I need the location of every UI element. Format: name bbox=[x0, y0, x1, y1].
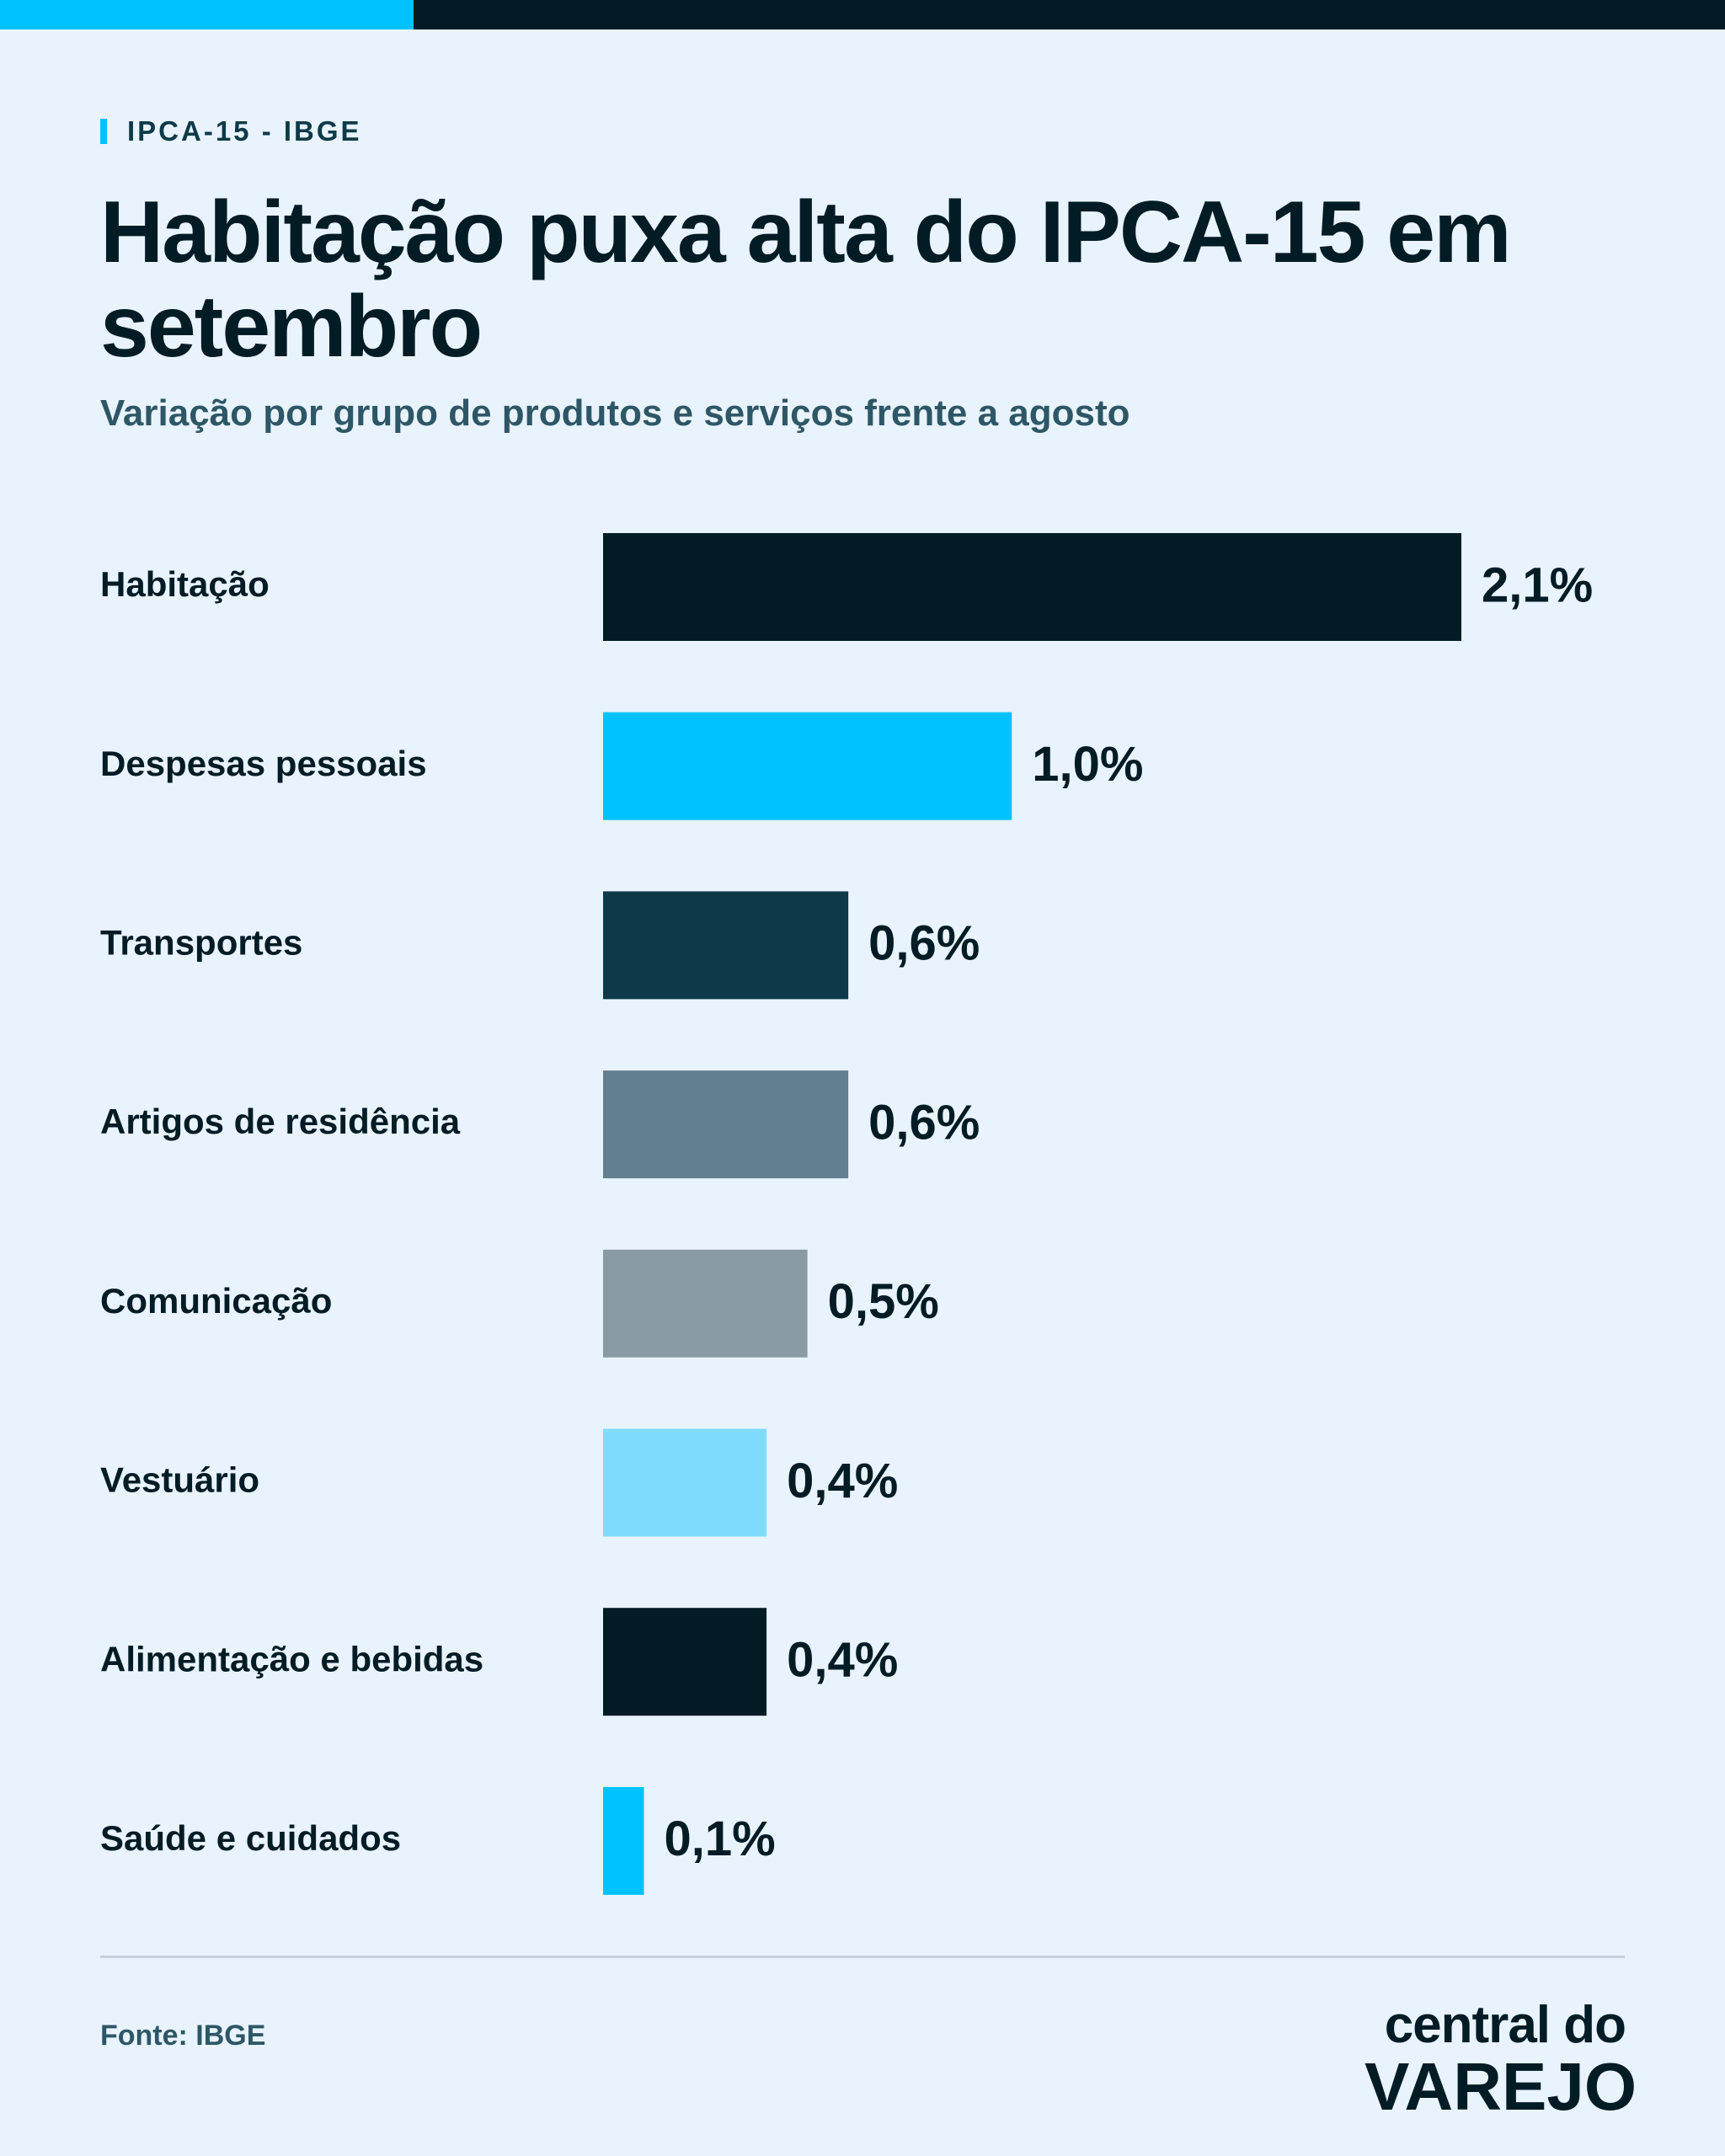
value-label: 0,6% bbox=[868, 1095, 980, 1150]
footer-divider bbox=[100, 1956, 1625, 1958]
logo-line-1: central do bbox=[1384, 1996, 1626, 2054]
bar bbox=[603, 1249, 808, 1358]
value-label: 0,6% bbox=[868, 916, 980, 971]
category-label: Vestuário bbox=[100, 1460, 259, 1500]
value-label: 0,4% bbox=[787, 1633, 898, 1688]
bar bbox=[603, 1070, 849, 1179]
category-label: Saúde e cuidados bbox=[100, 1818, 401, 1858]
kicker-text: IPCA-15 - IBGE bbox=[127, 115, 362, 147]
source-note: Fonte: IBGE bbox=[100, 2020, 266, 2052]
kicker-marker bbox=[100, 118, 107, 144]
bar-chart: Habitação 2,1% Despesas pessoais 1,0% Transp… bbox=[100, 533, 1593, 1895]
category-label: Despesas pessoais bbox=[100, 744, 427, 783]
category-label: Transportes bbox=[100, 922, 302, 962]
category-label: Comunicação bbox=[100, 1281, 332, 1321]
kicker: IPCA-15 - IBGE bbox=[100, 115, 362, 147]
value-label: 0,1% bbox=[665, 1812, 776, 1866]
value-label: 2,1% bbox=[1482, 558, 1593, 612]
bar bbox=[603, 1786, 644, 1895]
bar bbox=[603, 1608, 767, 1716]
bar bbox=[603, 533, 1461, 641]
bar bbox=[603, 712, 1012, 820]
value-label: 1,0% bbox=[1032, 737, 1143, 792]
logo-line-2: VAREJO bbox=[1365, 2049, 1637, 2124]
category-label: Alimentação e bebidas bbox=[100, 1639, 483, 1678]
top-bar bbox=[0, 0, 1725, 29]
bar bbox=[603, 891, 849, 1000]
bar bbox=[603, 1428, 767, 1537]
chart-title: Habitação puxa alta do IPCA-15 em setemb… bbox=[100, 184, 1512, 376]
brand-logo: central do VAREJO bbox=[1365, 1996, 1637, 2124]
value-label: 0,4% bbox=[787, 1454, 898, 1508]
value-label: 0,5% bbox=[828, 1274, 939, 1329]
category-label: Artigos de residência bbox=[100, 1102, 461, 1141]
category-label: Habitação bbox=[100, 564, 270, 604]
chart-subtitle: Variação por grupo de produtos e serviço… bbox=[100, 392, 1130, 434]
top-bar-accent bbox=[0, 0, 414, 29]
